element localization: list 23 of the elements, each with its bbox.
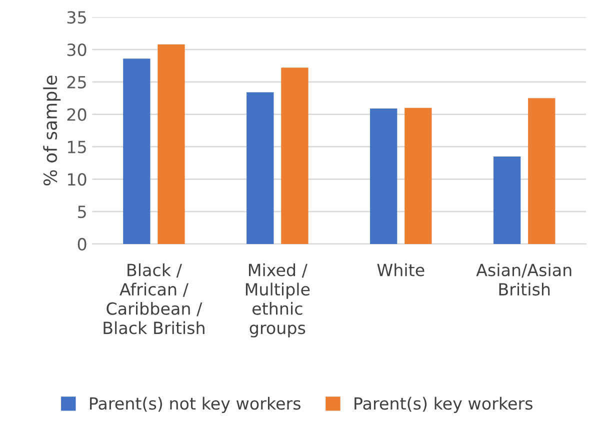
y-tick-label: 30 bbox=[67, 43, 86, 56]
bar bbox=[528, 98, 556, 244]
bar bbox=[123, 58, 150, 244]
bar bbox=[370, 108, 398, 244]
x-tick-label: Mixed / Multiple ethnic groups bbox=[246, 263, 310, 338]
y-tick-label: 10 bbox=[68, 173, 86, 186]
bar bbox=[404, 108, 432, 244]
y-tick-label: 5 bbox=[78, 206, 86, 218]
y-tick-label: 20 bbox=[67, 108, 86, 121]
y-axis-title: % of sample bbox=[43, 76, 61, 186]
y-tick-label: 35 bbox=[67, 11, 86, 24]
legend-label: Parent(s) not key workers bbox=[90, 396, 300, 413]
x-tick-label: White bbox=[377, 263, 424, 276]
x-tick-label: Asian/Asian British bbox=[476, 263, 572, 296]
bar bbox=[246, 92, 274, 244]
y-tick-label: 25 bbox=[67, 76, 86, 88]
bar bbox=[158, 44, 185, 244]
y-tick-label: 0 bbox=[78, 238, 86, 251]
bar bbox=[493, 156, 521, 244]
legend-label: Parent(s) key workers bbox=[354, 396, 532, 413]
x-tick-label: Black / African / Caribbean / Black British bbox=[104, 263, 204, 334]
bar bbox=[281, 68, 308, 244]
y-tick-label: 15 bbox=[68, 140, 86, 154]
